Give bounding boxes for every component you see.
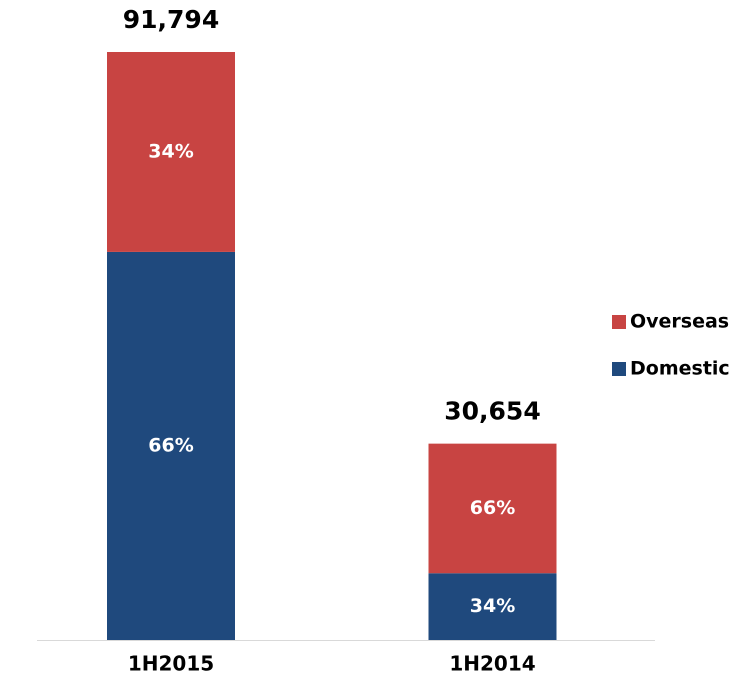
- bar-segment: [107, 52, 235, 252]
- legend-label: Overseas: [630, 311, 729, 333]
- legend-swatch: [612, 315, 626, 329]
- total-label: 91,794: [123, 5, 219, 34]
- legend-swatch: [612, 362, 626, 376]
- segment-label: 66%: [470, 497, 515, 519]
- segment-label: 34%: [148, 140, 193, 162]
- bar-segment: [107, 251, 235, 641]
- bar-segment: [428, 443, 557, 574]
- total-label: 30,654: [444, 397, 540, 426]
- bar-segment: [428, 573, 557, 640]
- x-tick-label: 1H2014: [449, 652, 535, 676]
- x-tick-label: 1H2015: [128, 652, 214, 676]
- legend-label: Domestic: [630, 358, 730, 380]
- segment-label: 34%: [470, 595, 515, 617]
- segment-label: 66%: [148, 434, 193, 456]
